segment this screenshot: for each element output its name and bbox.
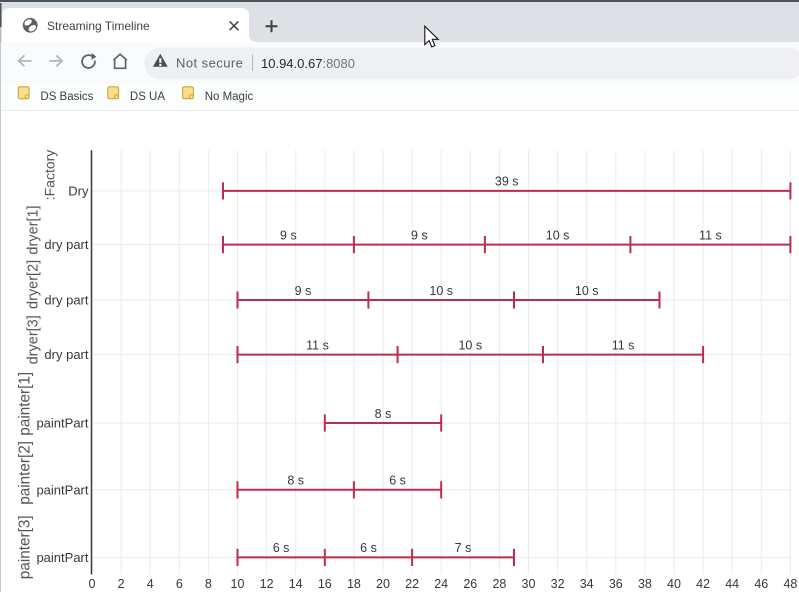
- svg-text:dry part: dry part: [44, 293, 88, 308]
- svg-text:DS Basics: DS Basics: [40, 91, 93, 103]
- svg-text:48: 48: [783, 577, 797, 591]
- svg-text:10.94.0.67:8080: 10.94.0.67:8080: [261, 56, 355, 71]
- svg-text:39 s: 39 s: [495, 175, 519, 189]
- svg-text:38: 38: [638, 577, 652, 591]
- svg-text:dryer[3]: dryer[3]: [26, 315, 42, 364]
- svg-text:10: 10: [231, 577, 245, 591]
- svg-text:6: 6: [176, 577, 183, 591]
- svg-text:0: 0: [89, 577, 96, 591]
- svg-text:2: 2: [118, 577, 125, 591]
- svg-text:dry part: dry part: [44, 237, 88, 252]
- svg-text:12: 12: [260, 577, 274, 591]
- svg-text:34: 34: [580, 577, 594, 591]
- svg-text:paintPart: paintPart: [36, 550, 88, 565]
- svg-text:10 s: 10 s: [458, 338, 482, 352]
- svg-text:Streaming Timeline: Streaming Timeline: [47, 19, 150, 33]
- svg-text:8 s: 8 s: [375, 407, 392, 421]
- svg-text:6 s: 6 s: [360, 541, 377, 555]
- svg-text:No Magic: No Magic: [205, 91, 254, 103]
- svg-text:11 s: 11 s: [612, 338, 635, 352]
- svg-text:9 s: 9 s: [295, 284, 312, 298]
- svg-text:36: 36: [609, 577, 623, 591]
- svg-text:28: 28: [492, 577, 506, 591]
- svg-text:10 s: 10 s: [546, 228, 570, 242]
- svg-text:42: 42: [696, 577, 710, 591]
- svg-text:DS UA: DS UA: [130, 91, 165, 103]
- svg-text:10 s: 10 s: [429, 284, 453, 298]
- svg-text:14: 14: [289, 577, 303, 591]
- svg-text:7 s: 7 s: [455, 541, 472, 555]
- svg-text:44: 44: [725, 577, 739, 591]
- svg-text:4: 4: [147, 577, 154, 591]
- svg-text:painter[3]: painter[3]: [17, 515, 34, 579]
- svg-text:8 s: 8 s: [287, 474, 304, 488]
- svg-text:16: 16: [318, 577, 332, 591]
- svg-text:painter[2]: painter[2]: [17, 441, 34, 505]
- svg-text:paintPart: paintPart: [36, 416, 88, 431]
- svg-text:dry part: dry part: [44, 347, 88, 362]
- svg-text:Not secure: Not secure: [176, 56, 243, 71]
- svg-text::Factory: :Factory: [42, 150, 58, 201]
- svg-text:22: 22: [405, 577, 419, 591]
- svg-text:32: 32: [551, 577, 565, 591]
- svg-text:24: 24: [434, 577, 448, 591]
- svg-text:9 s: 9 s: [411, 228, 428, 242]
- svg-text:26: 26: [463, 577, 477, 591]
- svg-text:20: 20: [376, 577, 390, 591]
- svg-text:6 s: 6 s: [389, 474, 406, 488]
- svg-text:30: 30: [522, 577, 536, 591]
- svg-text:40: 40: [667, 577, 681, 591]
- svg-text:paintPart: paintPart: [36, 482, 88, 497]
- svg-text:dryer[1]: dryer[1]: [26, 205, 42, 254]
- svg-text:18: 18: [347, 577, 361, 591]
- svg-text:10 s: 10 s: [575, 284, 599, 298]
- svg-text:11 s: 11 s: [306, 338, 329, 352]
- svg-text:8: 8: [205, 577, 212, 591]
- svg-text:dryer[2]: dryer[2]: [26, 260, 42, 309]
- svg-text:11 s: 11 s: [699, 228, 722, 242]
- svg-text:6 s: 6 s: [273, 541, 290, 555]
- svg-text:9 s: 9 s: [280, 228, 297, 242]
- svg-text:Dry: Dry: [68, 184, 89, 199]
- svg-text:46: 46: [754, 577, 768, 591]
- svg-text:painter[1]: painter[1]: [17, 372, 34, 436]
